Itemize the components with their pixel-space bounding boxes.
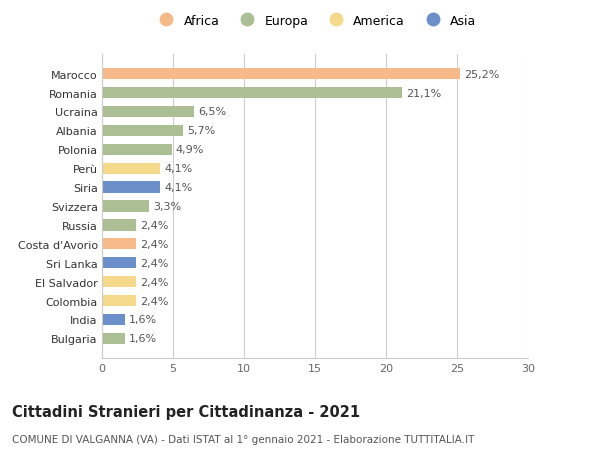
Bar (102, 144, 172, 156)
Bar (102, 257, 136, 269)
Text: 5,7%: 5,7% (187, 126, 215, 136)
Bar (102, 163, 160, 174)
Text: 2,4%: 2,4% (140, 296, 169, 306)
Text: 4,9%: 4,9% (176, 145, 204, 155)
Text: 1,6%: 1,6% (129, 315, 157, 325)
Bar (102, 333, 125, 344)
Bar (102, 276, 136, 288)
Bar (102, 69, 460, 80)
Bar (102, 201, 149, 212)
Bar (102, 295, 136, 307)
Text: 2,4%: 2,4% (140, 220, 169, 230)
Legend: Africa, Europa, America, Asia: Africa, Europa, America, Asia (149, 10, 481, 33)
Bar (102, 125, 183, 137)
Text: 21,1%: 21,1% (406, 89, 441, 98)
Text: 1,6%: 1,6% (129, 334, 157, 344)
Bar (102, 106, 194, 118)
Bar (102, 182, 160, 193)
Text: 2,4%: 2,4% (140, 239, 169, 249)
Text: 3,3%: 3,3% (153, 202, 181, 212)
Text: 2,4%: 2,4% (140, 277, 169, 287)
Text: 4,1%: 4,1% (164, 183, 193, 193)
Text: 25,2%: 25,2% (464, 69, 499, 79)
Text: Cittadini Stranieri per Cittadinanza - 2021: Cittadini Stranieri per Cittadinanza - 2… (12, 404, 360, 419)
Bar (102, 220, 136, 231)
Bar (102, 314, 125, 325)
Bar (102, 88, 401, 99)
Text: 4,1%: 4,1% (164, 164, 193, 174)
Text: COMUNE DI VALGANNA (VA) - Dati ISTAT al 1° gennaio 2021 - Elaborazione TUTTITALI: COMUNE DI VALGANNA (VA) - Dati ISTAT al … (12, 434, 475, 444)
Text: 2,4%: 2,4% (140, 258, 169, 268)
Bar (102, 239, 136, 250)
Text: 6,5%: 6,5% (199, 107, 227, 117)
